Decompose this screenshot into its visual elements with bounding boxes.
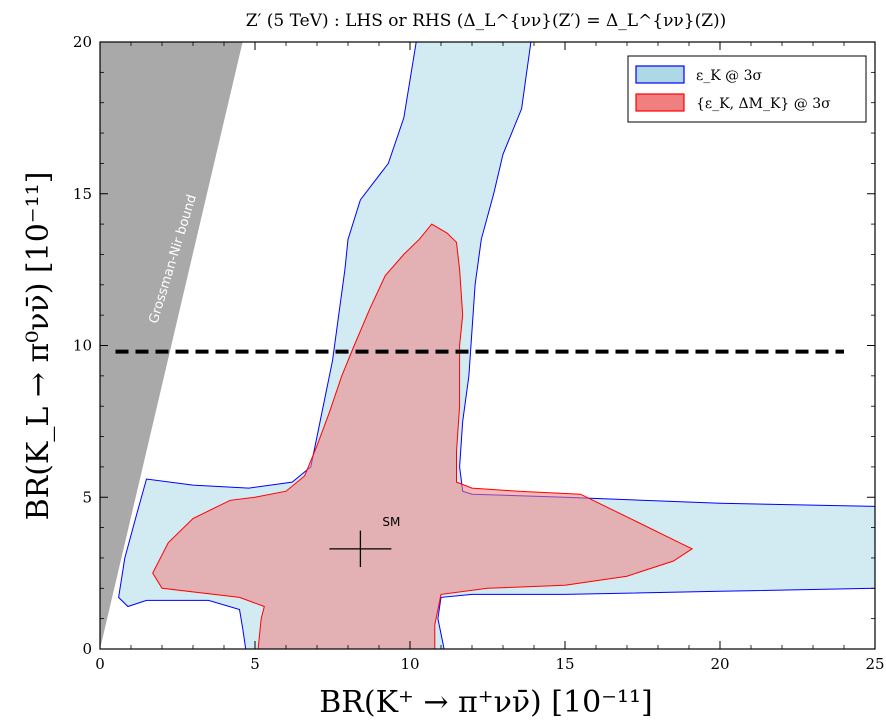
y-tick-label: 20 [73,33,92,51]
y-tick-label: 15 [73,185,92,203]
x-tick-label: 0 [95,655,105,673]
x-tick-label: 25 [865,655,884,673]
y-axis: 0 5 10 15 20 [73,33,875,658]
x-axis-label: BR(K⁺ → π⁺νν̄) [10⁻¹¹] [319,685,653,720]
sm-point: SM [329,515,400,568]
region-epsilon-k-delta-mk [152,223,694,649]
x-tick-label: 20 [710,655,729,673]
chart-title: Z′ (5 TeV) : LHS or RHS (Δ_L^{νν}(Z′) = … [246,11,727,31]
x-tick-label: 15 [555,655,574,673]
y-axis-label: BR(K_L → π⁰νν̄) [10⁻¹¹] [21,172,56,521]
x-axis: 0 5 10 15 20 25 [95,42,885,673]
legend-swatch-epsilon-k-delta-mk [635,93,685,112]
x-tick-label: 5 [250,655,260,673]
y-tick-label: 10 [73,337,92,355]
legend-label-epsilon-k: ε_K @ 3σ [696,68,763,84]
legend-swatch-epsilon-k [635,65,685,84]
sm-label: SM [382,515,400,529]
legend-label-epsilon-k-delta-mk: {ε_K, ΔM_K} @ 3σ [696,96,831,112]
y-tick-label: 0 [82,640,92,658]
legend: ε_K @ 3σ {ε_K, ΔM_K} @ 3σ [627,55,867,123]
x-tick-label: 10 [400,655,419,673]
y-tick-label: 5 [82,488,92,506]
grossman-nir-region [100,42,243,649]
